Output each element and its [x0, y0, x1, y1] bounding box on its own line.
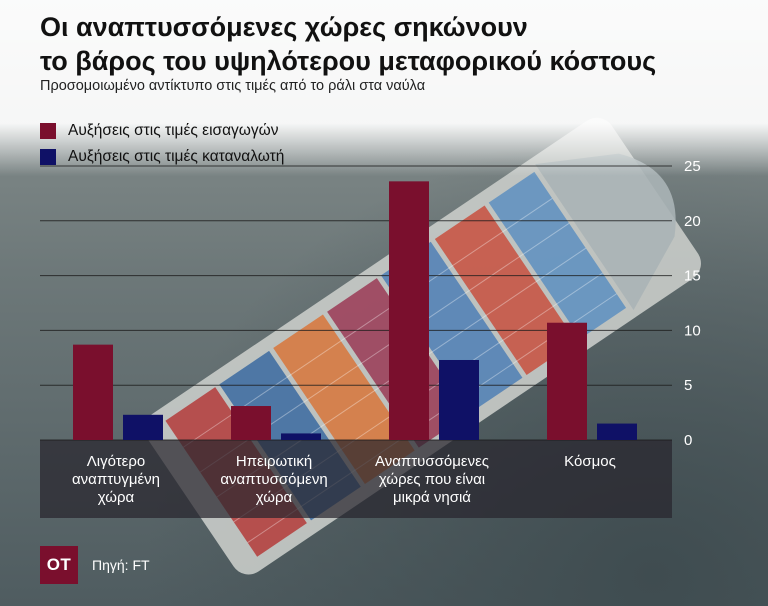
bar-import	[547, 322, 587, 440]
category-label: Ηπειρωτική	[236, 453, 312, 470]
legend-swatch-import	[40, 123, 56, 139]
category-label: Αναπτυσσόμενες	[375, 453, 489, 470]
y-tick-label: 25	[684, 158, 701, 175]
title-line-1: Οι αναπτυσσόμενες χώρες σηκώνουν	[40, 12, 528, 42]
legend-label-import: Αυξήσεις στις τιμές εισαγωγών	[68, 122, 279, 139]
title-line-2: το βάρος του υψηλότερου μεταφορικού κόστ…	[40, 46, 657, 76]
y-tick-label: 0	[684, 432, 692, 449]
legend: Αυξήσεις στις τιμές εισαγωγών Αυξήσεις σ…	[40, 118, 284, 170]
chart-subtitle: Προσομοιωμένο αντίκτυπο στις τιμές από τ…	[40, 78, 426, 94]
category-label: Κόσμος	[564, 453, 616, 470]
category-label: χώρα	[256, 489, 293, 506]
category-label: μικρά νησιά	[393, 489, 471, 506]
bar-import	[231, 406, 271, 440]
header-band	[0, 0, 768, 176]
y-tick-label: 15	[684, 268, 701, 285]
legend-swatch-consumer	[40, 149, 56, 165]
category-label: χώρες που είναι	[379, 471, 485, 488]
legend-item-import: Αυξήσεις στις τιμές εισαγωγών	[40, 118, 284, 144]
footer: ΟΤ Πηγή: FT	[40, 546, 150, 584]
bar-consumer	[597, 423, 637, 440]
y-tick-label: 20	[684, 213, 701, 230]
bar-import	[73, 344, 113, 440]
bar-import	[389, 181, 429, 440]
category-label: αναπτυγμένη	[72, 471, 160, 488]
category-label: Λιγότερο	[87, 453, 145, 470]
chart-title: Οι αναπτυσσόμενες χώρες σηκώνουν το βάρο…	[40, 10, 740, 78]
y-tick-label: 5	[684, 377, 692, 394]
bar-consumer	[281, 433, 321, 440]
y-tick-label: 10	[684, 322, 701, 339]
legend-label-consumer: Αυξήσεις στις τιμές καταναλωτή	[68, 148, 285, 165]
bar-consumer	[439, 359, 479, 440]
logo: ΟΤ	[40, 546, 78, 584]
bar-consumer	[123, 414, 163, 440]
category-label: αναπτυσσόμενη	[220, 471, 327, 488]
source-note: Πηγή: FT	[92, 557, 150, 573]
category-label: χώρα	[98, 489, 135, 506]
category-label-panel	[40, 440, 672, 518]
legend-item-consumer: Αυξήσεις στις τιμές καταναλωτή	[40, 144, 284, 170]
